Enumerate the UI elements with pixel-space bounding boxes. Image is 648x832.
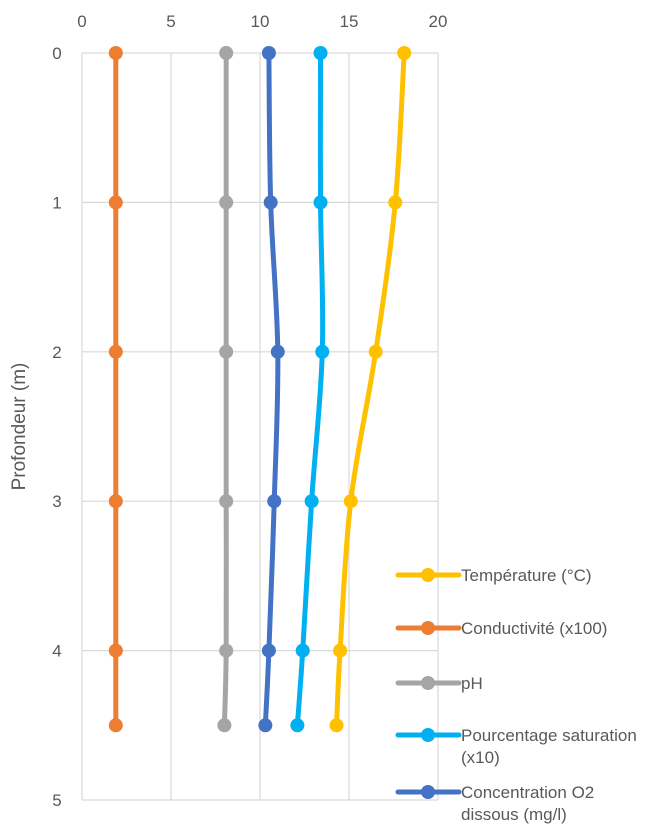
data-point <box>219 46 233 60</box>
legend-item: Concentration O2 dissous (mg/l) <box>398 783 594 824</box>
legend-label: Conductivité (x100) <box>461 619 607 638</box>
legend-item: Conductivité (x100) <box>398 619 607 638</box>
data-point <box>258 718 272 732</box>
data-point <box>290 718 304 732</box>
legend-item: Température (°C) <box>398 566 592 585</box>
legend-marker <box>421 621 435 635</box>
data-point <box>262 46 276 60</box>
data-point <box>388 195 402 209</box>
x-tick-label: 20 <box>429 12 448 31</box>
x-tick-label: 15 <box>340 12 359 31</box>
data-point <box>296 644 310 658</box>
data-point <box>344 494 358 508</box>
y-tick-label: 2 <box>52 343 61 362</box>
y-axis: 0 1 2 3 4 5 <box>52 44 61 810</box>
data-point <box>333 644 347 658</box>
data-point <box>109 494 123 508</box>
y-tick-label: 5 <box>52 791 61 810</box>
legend-marker <box>421 676 435 690</box>
data-point <box>109 644 123 658</box>
data-point <box>267 494 281 508</box>
y-tick-label: 1 <box>52 193 61 212</box>
series-5 <box>258 46 284 732</box>
data-point <box>219 494 233 508</box>
legend-label: Température (°C) <box>461 566 592 585</box>
series-line <box>337 53 405 725</box>
y-axis-title: Profondeur (m) <box>9 363 30 491</box>
data-point <box>305 494 319 508</box>
legend-marker <box>421 785 435 799</box>
legend-label: Pourcentage saturation (x10) <box>461 726 637 767</box>
y-tick-label: 4 <box>52 642 61 661</box>
data-point <box>397 46 411 60</box>
data-point <box>219 195 233 209</box>
x-tick-label: 0 <box>77 12 86 31</box>
series-2 <box>109 46 123 732</box>
data-point <box>271 345 285 359</box>
series-line <box>224 53 226 725</box>
series-line <box>297 53 322 725</box>
series-3 <box>217 46 233 732</box>
series-line <box>265 53 278 725</box>
legend-item: pH <box>398 674 483 693</box>
data-point <box>264 195 278 209</box>
legend-label: pH <box>461 674 483 693</box>
data-point <box>314 46 328 60</box>
y-tick-label: 0 <box>52 44 61 63</box>
data-point <box>314 195 328 209</box>
x-axis: 0 5 10 15 20 <box>77 12 447 31</box>
data-point <box>262 644 276 658</box>
data-point <box>369 345 383 359</box>
data-point <box>109 718 123 732</box>
data-point <box>217 718 231 732</box>
legend-item: Pourcentage saturation (x10) <box>398 726 637 767</box>
data-point <box>315 345 329 359</box>
data-point <box>330 718 344 732</box>
gridlines <box>82 53 438 800</box>
data-point <box>109 345 123 359</box>
data-point <box>109 46 123 60</box>
series-4 <box>290 46 329 732</box>
data-point <box>219 345 233 359</box>
x-tick-label: 10 <box>251 12 270 31</box>
x-tick-label: 5 <box>166 12 175 31</box>
legend-marker <box>421 728 435 742</box>
y-tick-label: 3 <box>52 492 61 511</box>
data-point <box>219 644 233 658</box>
legend: Température (°C) Conductivité (x100) pH Pou… <box>398 566 637 824</box>
data-point <box>109 195 123 209</box>
legend-label: Concentration O2 dissous (mg/l) <box>461 783 594 824</box>
legend-marker <box>421 568 435 582</box>
